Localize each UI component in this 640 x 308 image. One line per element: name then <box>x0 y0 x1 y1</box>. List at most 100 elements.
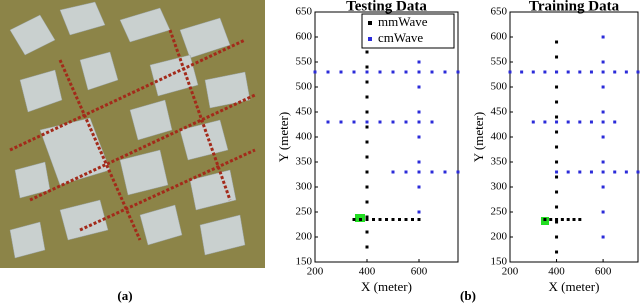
point <box>365 95 369 99</box>
point <box>352 70 356 74</box>
point <box>417 85 421 89</box>
y-tick-label: 500 <box>296 81 313 93</box>
point <box>589 170 593 174</box>
point <box>365 50 369 54</box>
point <box>566 170 570 174</box>
point <box>601 110 605 114</box>
point <box>443 70 447 74</box>
point <box>555 220 559 224</box>
point <box>560 218 564 221</box>
point <box>417 160 421 164</box>
point <box>613 70 617 74</box>
y-tick-label: 350 <box>491 156 508 168</box>
point <box>601 235 605 239</box>
point <box>456 170 460 174</box>
point <box>555 70 559 74</box>
point <box>543 70 547 74</box>
chart-title: Training Data <box>529 0 620 14</box>
point <box>543 218 547 221</box>
point <box>601 160 605 164</box>
point <box>365 140 369 144</box>
point <box>404 70 408 74</box>
point <box>365 245 369 249</box>
point <box>601 135 605 139</box>
point <box>365 170 369 174</box>
point <box>531 120 535 124</box>
point <box>601 35 605 39</box>
point <box>391 218 395 221</box>
point <box>601 185 605 189</box>
point <box>365 125 369 129</box>
point <box>566 70 570 74</box>
plot-frame <box>509 11 639 263</box>
plot-frame <box>314 11 459 263</box>
point <box>365 215 369 219</box>
point <box>430 70 434 74</box>
point <box>411 218 414 221</box>
panel-label: (a) <box>117 288 132 303</box>
point <box>365 70 369 74</box>
y-tick-label: 550 <box>296 56 313 68</box>
point <box>555 175 559 179</box>
y-tick-label: 150 <box>296 256 313 268</box>
point <box>566 120 570 124</box>
y-tick-label: 550 <box>491 56 508 68</box>
point <box>555 40 559 44</box>
point <box>417 170 421 174</box>
y-tick-label: 250 <box>491 206 508 218</box>
point <box>601 70 605 74</box>
point <box>417 210 421 214</box>
point <box>378 218 382 221</box>
point <box>417 60 421 64</box>
y-tick-label: 350 <box>296 156 313 168</box>
point <box>636 170 640 174</box>
point <box>601 60 605 64</box>
legend-label: cmWave <box>378 30 423 45</box>
city-render <box>0 0 265 268</box>
point <box>636 70 640 74</box>
point <box>555 55 559 59</box>
point <box>456 70 460 74</box>
point <box>372 218 375 221</box>
y-tick-label: 600 <box>296 31 313 43</box>
point <box>313 70 317 74</box>
point <box>404 120 408 124</box>
point <box>555 218 559 221</box>
y-tick-label: 450 <box>296 106 313 118</box>
y-axis-label: Y (meter) <box>471 112 486 162</box>
point <box>365 185 369 189</box>
point <box>430 170 434 174</box>
legend-swatch <box>368 21 372 25</box>
point <box>378 70 382 74</box>
y-tick-label: 300 <box>491 181 508 193</box>
point <box>391 120 395 124</box>
point <box>404 218 408 221</box>
point <box>326 120 330 124</box>
y-tick-label: 400 <box>296 131 313 143</box>
point <box>365 230 369 234</box>
point <box>578 170 582 174</box>
point <box>589 70 593 74</box>
x-axis-label: X (meter) <box>361 279 412 294</box>
x-tick-label: 200 <box>307 266 324 278</box>
point <box>578 70 582 74</box>
point <box>430 120 434 124</box>
point <box>378 120 382 124</box>
y-tick-label: 400 <box>491 131 508 143</box>
y-axis-label: Y (meter) <box>276 112 291 162</box>
point <box>417 135 421 139</box>
y-tick-label: 450 <box>491 106 508 118</box>
point <box>578 120 582 124</box>
point <box>352 120 356 124</box>
chart-title: Testing Data <box>346 0 427 14</box>
point <box>555 145 559 149</box>
point <box>555 205 559 209</box>
y-tick-label: 150 <box>491 256 508 268</box>
point <box>391 170 395 174</box>
point <box>601 170 605 174</box>
point <box>589 120 593 124</box>
point <box>555 235 559 239</box>
y-tick-label: 650 <box>491 6 508 18</box>
point <box>624 70 628 74</box>
